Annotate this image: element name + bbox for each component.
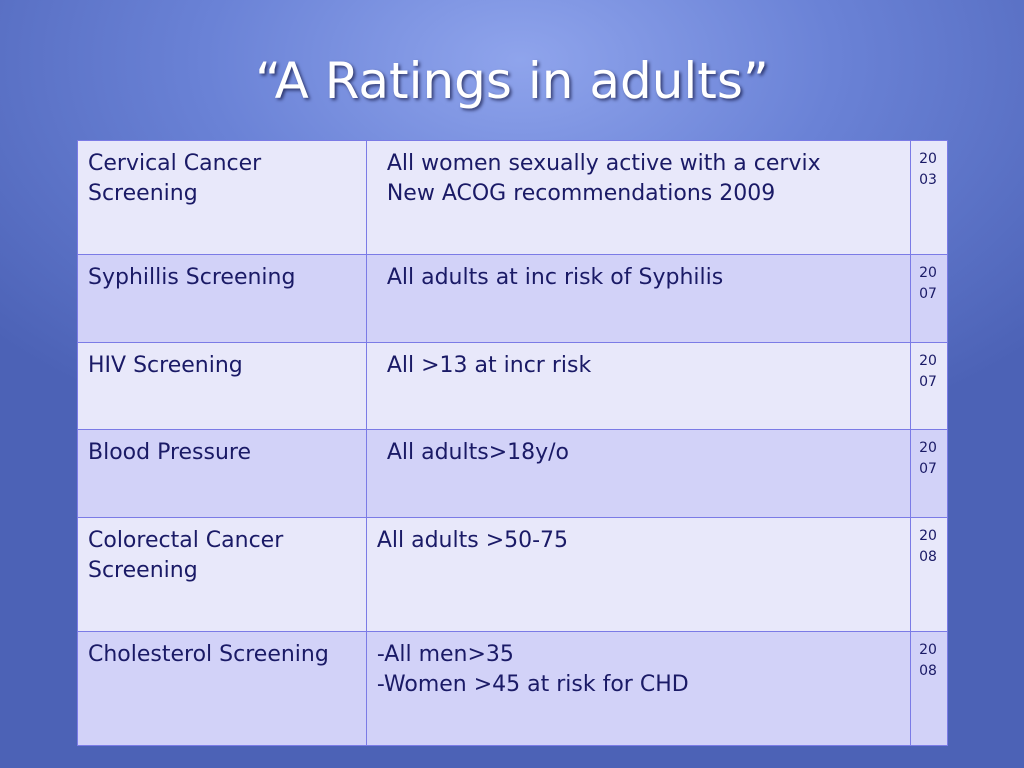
description-line: -Women >45 at risk for CHD <box>376 671 689 697</box>
rating-year: 2007 <box>910 341 948 431</box>
rating-year: 2008 <box>910 516 948 632</box>
screening-description: All adults>18y/o <box>365 429 912 518</box>
rating-year: 2007 <box>910 429 948 518</box>
screening-name: Syphillis Screening <box>77 254 367 343</box>
screening-name: HIV Screening <box>77 341 367 431</box>
table-row: Cholesterol Screening -All men>35 -Women >… <box>77 630 948 747</box>
ratings-table: Cervical Cancer Screening All women sexua… <box>77 139 948 747</box>
description-line: All women sexually active with a cervix <box>386 151 821 176</box>
rating-year: 2007 <box>910 254 948 343</box>
description-line: All >13 at incr risk <box>386 352 592 378</box>
description-line: All adults >50-75 <box>376 527 569 553</box>
description-line: New ACOG recommendations 2009 <box>386 181 776 206</box>
table-row: HIV Screening All >13 at incr risk 2007 <box>77 341 948 431</box>
screening-name: Colorectal Cancer Screening <box>77 516 367 632</box>
description-line: All adults>18y/o <box>386 440 570 466</box>
screening-description: All adults at inc risk of Syphilis <box>365 254 912 343</box>
screening-name: Cholesterol Screening <box>77 630 367 747</box>
screening-description: -All men>35 -Women >45 at risk for CHD <box>365 630 912 747</box>
screening-name: Cervical Cancer Screening <box>77 139 367 256</box>
rating-year: 2008 <box>910 630 948 747</box>
slide-title: “A Ratings in adults” <box>255 52 769 110</box>
table-row: Syphillis Screening All adults at inc ris… <box>77 254 948 343</box>
description-line: All adults at inc risk of Syphilis <box>386 265 724 291</box>
rating-year: 2003 <box>910 139 948 256</box>
screening-description: All women sexually active with a cervix N… <box>365 139 912 256</box>
screening-description: All >13 at incr risk <box>365 341 912 431</box>
table-row: Colorectal Cancer Screening All adults >5… <box>77 516 948 632</box>
description-line: -All men>35 <box>376 641 514 667</box>
table-row: Cervical Cancer Screening All women sexua… <box>77 139 948 256</box>
screening-description: All adults >50-75 <box>365 516 912 632</box>
table-row: Blood Pressure All adults>18y/o 2007 <box>77 429 948 518</box>
screening-name: Blood Pressure <box>77 429 367 518</box>
